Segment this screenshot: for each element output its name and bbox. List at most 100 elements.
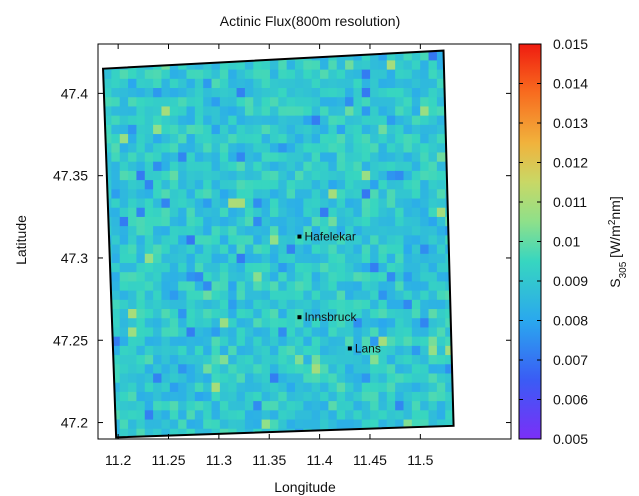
heatmap-cell	[261, 326, 271, 337]
heatmap-cell	[361, 234, 371, 245]
heatmap-cell	[303, 151, 313, 162]
heatmap-cell	[328, 253, 338, 263]
heatmap-cell	[336, 409, 346, 420]
heatmap-cell	[228, 354, 238, 365]
heatmap-cell	[253, 179, 263, 190]
heatmap-cell	[178, 151, 188, 162]
heatmap-cell	[253, 243, 263, 254]
heatmap-cell	[386, 216, 396, 227]
heatmap-cell	[186, 391, 196, 402]
heatmap-cell	[320, 207, 329, 217]
heatmap-cell	[136, 345, 146, 356]
heatmap-cell	[203, 428, 213, 438]
heatmap-cell	[128, 115, 138, 125]
heatmap-cell	[211, 142, 221, 153]
heatmap-cell	[345, 253, 355, 263]
heatmap-cell	[253, 253, 263, 263]
heatmap-cell	[295, 188, 304, 199]
heatmap-cell	[253, 271, 263, 282]
heatmap-cell	[111, 336, 121, 346]
heatmap-cell	[386, 207, 396, 217]
domain-boundary	[102, 49, 455, 439]
heatmap-cell	[295, 262, 304, 273]
heatmap-cell	[194, 299, 204, 310]
heatmap-cell	[161, 271, 171, 282]
heatmap-cell	[428, 400, 438, 411]
heatmap-cell	[211, 382, 221, 392]
heatmap-cell	[428, 253, 438, 263]
heatmap-cell	[403, 326, 413, 337]
heatmap-cell	[336, 372, 346, 383]
heatmap-cell	[370, 59, 380, 70]
heatmap-cell	[436, 326, 446, 337]
heatmap-cell	[144, 151, 154, 162]
heatmap-cell	[395, 308, 405, 319]
heatmap-cell	[336, 161, 346, 171]
heatmap-cell	[411, 280, 421, 291]
heatmap-cell	[211, 391, 221, 402]
heatmap-cell	[278, 308, 288, 319]
heatmap-cell	[261, 418, 271, 429]
heatmap-cell	[361, 151, 371, 162]
heatmap-cell	[378, 409, 388, 420]
heatmap-cell	[386, 78, 396, 89]
heatmap-cell	[436, 234, 446, 245]
heatmap-cell	[103, 105, 112, 116]
heatmap-cell	[328, 142, 338, 153]
heatmap-cell	[303, 234, 313, 245]
heatmap-cell	[169, 96, 179, 107]
heatmap-cell	[345, 105, 355, 116]
heatmap-cell	[361, 133, 371, 144]
heatmap-cell	[169, 207, 179, 217]
heatmap-cell	[395, 336, 405, 346]
heatmap-cell	[420, 133, 430, 144]
heatmap-cell	[236, 142, 246, 153]
heatmap-cell	[211, 225, 221, 236]
heatmap-cell	[161, 115, 171, 125]
heatmap-cell	[244, 400, 254, 411]
heatmap-cell	[286, 115, 296, 125]
heatmap-cell	[411, 354, 421, 365]
heatmap-cell	[361, 179, 371, 190]
heatmap-cell	[178, 161, 188, 171]
heatmap-cell	[244, 299, 254, 310]
heatmap-cell	[420, 179, 430, 190]
heatmap-cell	[119, 234, 129, 245]
heatmap-cell	[103, 124, 112, 135]
heatmap-cell	[111, 253, 121, 263]
heatmap-cell	[236, 216, 246, 227]
heatmap-cell	[311, 409, 321, 420]
heatmap-cell	[378, 336, 388, 346]
heatmap-cell	[303, 170, 313, 181]
heatmap-cell	[144, 161, 154, 171]
heatmap-cell	[311, 363, 321, 374]
heatmap-cell	[386, 317, 396, 328]
heatmap-cell	[445, 409, 454, 420]
heatmap-cell	[153, 363, 163, 374]
heatmap-cell	[211, 124, 221, 135]
heatmap-cell	[144, 299, 154, 310]
heatmap-cell	[353, 391, 363, 402]
heatmap-cell	[278, 115, 288, 125]
heatmap-cell	[153, 124, 163, 135]
heatmap-cell	[395, 161, 405, 171]
heatmap-cell	[144, 142, 154, 153]
heatmap-cell	[420, 326, 430, 337]
heatmap-cell	[269, 105, 279, 116]
heatmap-cell	[169, 271, 179, 282]
heatmap-cell	[253, 59, 263, 70]
heatmap-cell	[436, 105, 446, 116]
heatmap-cell	[178, 188, 188, 199]
heatmap-cell	[386, 50, 396, 61]
heatmap-cell	[161, 400, 171, 411]
heatmap-cell	[269, 418, 279, 429]
heatmap-cell	[153, 308, 163, 319]
heatmap-cell	[386, 96, 396, 107]
heatmap-cell	[236, 336, 246, 346]
heatmap-cell	[253, 151, 263, 162]
heatmap-cell	[111, 115, 121, 125]
heatmap-cell	[386, 363, 396, 374]
heatmap-cell	[311, 78, 321, 89]
heatmap-cell	[353, 87, 363, 98]
